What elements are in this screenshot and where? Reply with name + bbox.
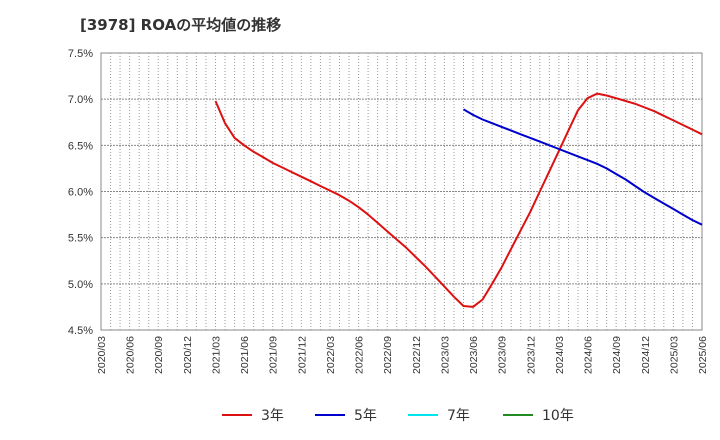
x-tick-label: 2020/09 — [153, 336, 165, 374]
x-tick-label: 2020/12 — [182, 336, 194, 374]
x-tick-label: 2022/09 — [382, 336, 394, 374]
x-tick-label: 2025/03 — [668, 336, 680, 374]
x-tick-label: 2024/06 — [583, 336, 595, 374]
x-tick-label: 2024/12 — [640, 336, 652, 374]
x-tick-label: 2020/03 — [96, 336, 108, 374]
x-tick-label: 2023/12 — [525, 336, 537, 374]
legend-label: 5年 — [354, 408, 377, 424]
y-tick-label: 5.5% — [68, 233, 93, 245]
y-tick-label: 7.5% — [68, 48, 93, 60]
x-tick-label: 2022/06 — [354, 336, 366, 374]
x-tick-label: 2024/09 — [611, 336, 623, 374]
x-tick-label: 2020/06 — [125, 336, 137, 374]
chart-title: [3978] ROAの平均値の推移 — [80, 16, 282, 34]
y-tick-label: 4.5% — [68, 325, 93, 337]
legend-label: 7年 — [447, 408, 470, 424]
series-line-3年 — [214, 92, 703, 308]
x-tick-label: 2022/12 — [411, 336, 423, 374]
x-tick-label: 2021/09 — [268, 336, 280, 374]
x-tick-label: 2021/12 — [296, 336, 308, 374]
legend-label: 10年 — [542, 408, 574, 424]
x-tick-label: 2021/03 — [210, 336, 222, 374]
legend-label: 3年 — [261, 408, 284, 424]
series-line-5年 — [462, 108, 703, 226]
x-tick-label: 2022/03 — [325, 336, 337, 374]
x-tick-label: 2023/06 — [468, 336, 480, 374]
legend-item: 10年 — [503, 408, 574, 424]
y-tick-label: 7.0% — [68, 94, 93, 106]
legend-item: 5年 — [315, 408, 377, 424]
x-tick-label: 2023/09 — [497, 336, 509, 374]
x-tick-label: 2021/06 — [239, 336, 251, 374]
y-tick-label: 6.0% — [68, 187, 93, 199]
legend-item: 7年 — [408, 408, 470, 424]
x-tick-label: 2023/03 — [439, 336, 451, 374]
x-tick-label: 2024/03 — [554, 336, 566, 374]
x-tick-label: 2025/06 — [697, 336, 709, 374]
y-tick-label: 6.5% — [68, 140, 93, 152]
legend-item: 3年 — [222, 408, 284, 424]
y-tick-label: 5.0% — [68, 279, 93, 291]
